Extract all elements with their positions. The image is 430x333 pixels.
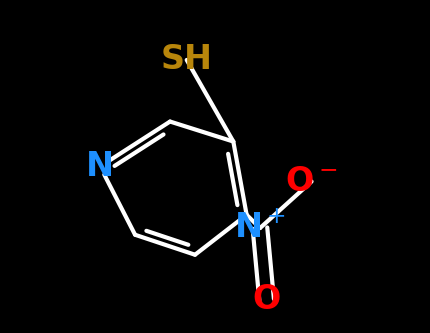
Text: O: O	[252, 283, 281, 316]
Text: O$^-$: O$^-$	[286, 165, 338, 198]
Text: SH: SH	[161, 43, 213, 77]
Text: N$^+$: N$^+$	[234, 211, 286, 245]
Text: N: N	[86, 150, 114, 183]
